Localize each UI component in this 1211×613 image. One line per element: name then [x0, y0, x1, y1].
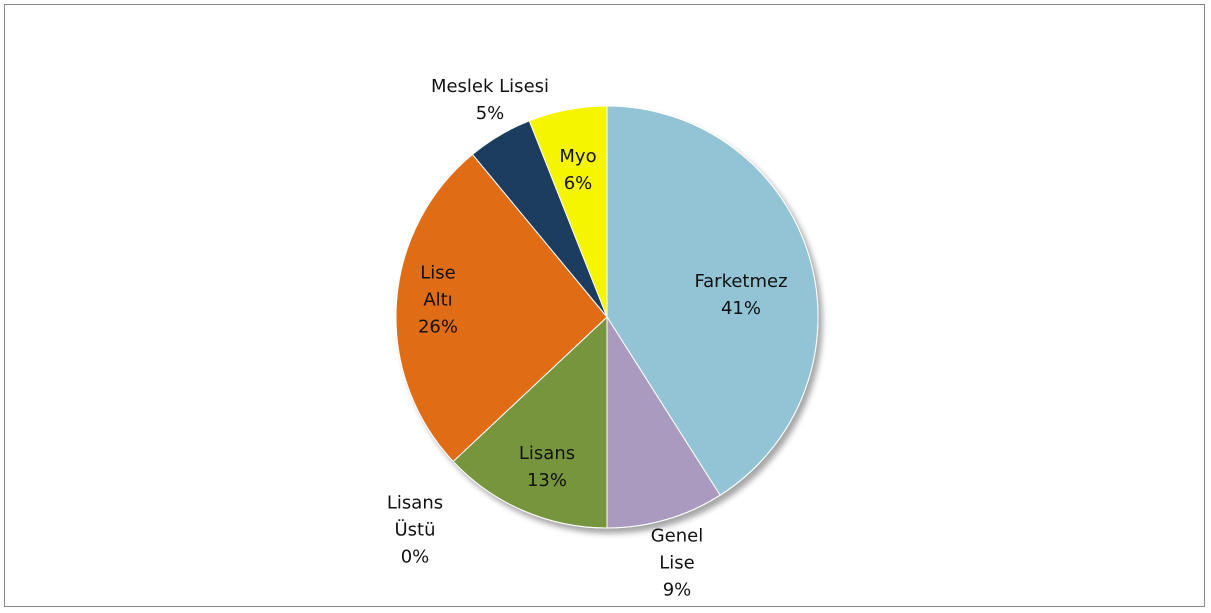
- slice-label: Lise Altı 26%: [408, 260, 468, 341]
- slice-percent: 5%: [475, 103, 505, 124]
- pie-slice: [528, 105, 608, 318]
- slice-label: Genel Lise 9%: [647, 523, 707, 604]
- slice-name: Genel Lise: [650, 525, 704, 574]
- slice-percent: 13%: [526, 470, 567, 491]
- slice-name: Myo: [559, 146, 597, 167]
- slice-label: Lisans Üstü 0%: [380, 490, 450, 571]
- slice-percent: 0%: [400, 546, 430, 568]
- slice-label: Meslek Lisesi 5%: [405, 73, 575, 127]
- slice-label: Farketmez 41%: [671, 268, 811, 322]
- pie-slice: [606, 105, 819, 496]
- slice-percent: 26%: [417, 316, 458, 338]
- slice-name: Meslek Lisesi: [430, 76, 550, 97]
- pie: [395, 105, 819, 529]
- slice-percent: 9%: [662, 579, 692, 601]
- pie-slice: [395, 153, 608, 463]
- slice-label: Lisans 13%: [502, 440, 592, 494]
- slice-label: Myo 6%: [548, 143, 608, 197]
- slice-name: Lise Altı: [420, 262, 456, 311]
- slice-percent: 6%: [563, 173, 593, 194]
- slice-name: Farketmez: [694, 271, 788, 292]
- slice-percent: 41%: [720, 298, 761, 319]
- slice-name: Lisans Üstü: [386, 492, 444, 541]
- pie-slice: [606, 315, 721, 529]
- pie-slice: [452, 315, 608, 529]
- chart-frame: [4, 4, 1205, 607]
- slice-name: Lisans: [518, 443, 576, 464]
